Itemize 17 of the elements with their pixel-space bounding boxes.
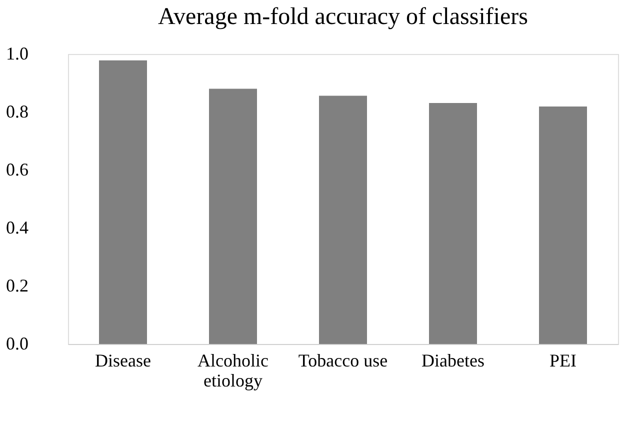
chart-title: Average m-fold accuracy of classifiers (158, 4, 528, 30)
y-tick-label: 0.0 (6, 334, 28, 354)
y-tick-label: 1.0 (6, 44, 28, 64)
bar (99, 60, 147, 344)
y-tick-label: 0.2 (6, 276, 28, 296)
x-tick-label: Alcoholic etiology (198, 350, 268, 390)
bar (209, 88, 257, 344)
x-tick-label: PEI (550, 350, 577, 370)
y-tick-label: 0.4 (6, 218, 28, 238)
y-tick-label: 0.8 (6, 102, 28, 122)
bar (539, 106, 587, 344)
x-tick-label: Diabetes (422, 350, 484, 370)
y-tick-label: 0.6 (6, 160, 28, 180)
x-tick-label: Disease (95, 350, 151, 370)
bar (429, 103, 477, 344)
x-tick-label: Tobacco use (298, 350, 388, 370)
bar (319, 96, 367, 344)
